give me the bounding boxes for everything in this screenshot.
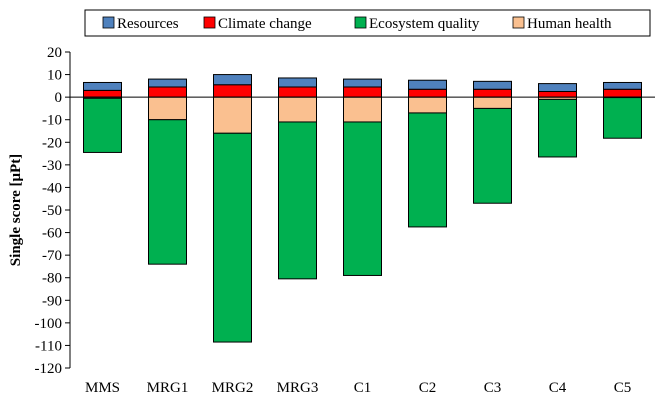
legend-label-3: Ecosystem quality [369, 16, 480, 32]
bar-human-health-c1 [343, 96, 382, 123]
x-axis-labels: MMS MRG1 MRG2 MRG3 C1 C2 C3 C4 C5 [85, 380, 631, 396]
bar-resources-c4 [538, 83, 577, 92]
bar-resources-mrg2 [213, 74, 252, 86]
legend-label-4: Human health [527, 16, 612, 32]
bar-ecosystem-quality-c5 [603, 97, 642, 139]
y-tick-label: -20 [42, 135, 62, 151]
legend-label-1: Resources [117, 16, 179, 32]
y-tick-label: -110 [35, 338, 62, 354]
y-tick-label: -10 [42, 113, 62, 129]
bar-climate-change-c4 [538, 91, 577, 98]
y-tick-label: -80 [42, 271, 62, 287]
bar-ecosystem-quality-c1 [343, 121, 382, 276]
bar-resources-c3 [473, 80, 512, 90]
y-tick-label: 0 [55, 90, 63, 106]
y-tick-label: -60 [42, 226, 62, 242]
y-tick-label: -30 [42, 158, 62, 174]
bar-resources-mrg1 [148, 78, 187, 88]
x-tick-label: MMS [85, 380, 120, 396]
bar-ecosystem-quality-c2 [408, 112, 447, 228]
y-tick-label: -100 [35, 316, 63, 332]
x-tick-label: C5 [614, 380, 632, 396]
legend-swatch-1 [102, 16, 115, 29]
y-tick-label: 20 [47, 45, 62, 61]
y-tick-label: -70 [42, 248, 62, 264]
legend-label-2: Climate change [218, 16, 312, 32]
x-tick-label: MRG3 [277, 380, 319, 396]
bar-resources-c2 [408, 79, 447, 90]
x-tick-label: MRG2 [212, 380, 254, 396]
bar-resources-mrg3 [278, 77, 317, 88]
bar-ecosystem-quality-mrg3 [278, 121, 317, 280]
bar-climate-change-c3 [473, 88, 512, 98]
x-tick-label: MRG1 [147, 380, 189, 396]
legend-swatch-2 [203, 16, 216, 29]
bar-climate-change-mrg3 [278, 86, 317, 98]
x-tick-label: C2 [419, 380, 437, 396]
bar-ecosystem-quality-mrg1 [148, 119, 187, 265]
bars [83, 74, 642, 343]
bar-human-health-mrg1 [148, 96, 187, 121]
bar-climate-change-c5 [603, 88, 642, 98]
y-tick-label: -120 [35, 361, 63, 377]
y-tick-label: 10 [47, 68, 62, 84]
bar-ecosystem-quality-c3 [473, 107, 512, 204]
legend-swatch-3 [354, 16, 367, 29]
bar-human-health-c2 [408, 96, 447, 114]
bar-ecosystem-quality-mms [83, 97, 122, 153]
bar-climate-change-mrg1 [148, 86, 187, 98]
legend-swatch-4 [512, 16, 525, 29]
y-axis-title: Single score [μPt] [8, 154, 24, 266]
bar-resources-c1 [343, 78, 382, 88]
bar-human-health-c3 [473, 96, 512, 109]
bar-human-health-mrg2 [213, 96, 252, 134]
legend-box [84, 9, 651, 37]
y-tick-label: -50 [42, 203, 62, 219]
bar-resources-c5 [603, 81, 642, 90]
y-tick-label: -40 [42, 180, 62, 196]
bar-human-health-mrg3 [278, 96, 317, 123]
bar-climate-change-mms [83, 89, 122, 98]
bar-ecosystem-quality-mrg2 [213, 132, 252, 343]
bar-climate-change-c1 [343, 86, 382, 98]
bar-climate-change-mrg2 [213, 84, 252, 98]
x-tick-label: C4 [549, 380, 567, 396]
legend: Resources Climate change Ecosystem quality… [84, 9, 651, 37]
x-tick-label: C1 [354, 380, 372, 396]
y-axis: -120-110-100-90-80-70-60-50-40-30-20-100… [35, 45, 71, 377]
bar-climate-change-c2 [408, 88, 447, 98]
x-tick-label: C3 [484, 380, 502, 396]
y-tick-label: -90 [42, 293, 62, 309]
bar-ecosystem-quality-c4 [538, 98, 577, 158]
bar-resources-mms [83, 81, 122, 91]
